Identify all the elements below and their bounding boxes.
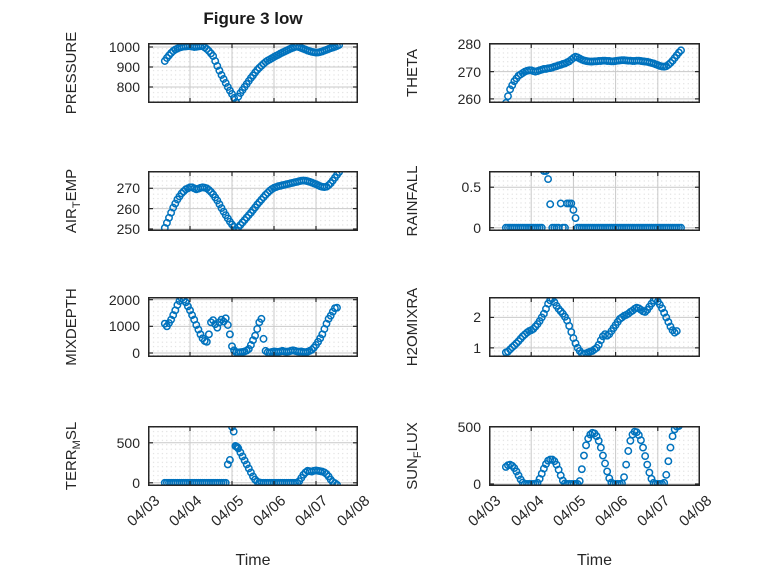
theta-y-tick-label: 270 [457, 63, 481, 80]
h2omixra-y-tick-label: 1 [473, 339, 481, 356]
terrmsl-plot-area [148, 426, 358, 486]
sunflux-y-tick-label: 500 [457, 419, 481, 436]
sunflux-scatter-series [501, 426, 683, 486]
theta-y-tick-label: 280 [457, 36, 481, 53]
x-tick-label: 04/05 [208, 492, 248, 531]
h2omixra-scatter-series [501, 297, 681, 357]
airtemp-plot-area [148, 171, 358, 231]
mixdepth-y-tick-label: 2000 [108, 291, 140, 308]
terrmsl-y-axis-label: TERRMSL [63, 421, 83, 491]
subplot-h2omixra [489, 297, 700, 357]
x-tick-label: 04/06 [592, 492, 632, 531]
subplot-theta [489, 43, 700, 103]
subplot-sun-flux [489, 426, 700, 486]
x-tick-label: 04/03 [465, 492, 505, 531]
theta-y-tick-label: 260 [457, 90, 481, 107]
figure-title: Figure 3 low [203, 9, 303, 28]
airtemp-y-tick-label: 270 [116, 180, 140, 197]
x-tick-label: 04/07 [292, 492, 332, 531]
mixdepth-scatter-series [160, 297, 341, 357]
sunflux-y-axis-label: SUNFLUX [404, 422, 424, 490]
mixdepth-y-tick-label: 0 [132, 345, 140, 361]
mixdepth-y-tick-label: 1000 [108, 318, 140, 335]
mixdepth-plot-area [148, 297, 358, 357]
rainfall-y-tick-label: 0 [473, 219, 481, 236]
x-tick-label: 04/08 [676, 492, 716, 531]
pressure-plot-area [148, 43, 358, 103]
terrmsl-y-tick-label: 500 [116, 434, 140, 451]
theta-scatter-series [501, 46, 685, 103]
pressure-y-tick-label: 800 [116, 79, 140, 95]
x-tick-label: 04/04 [166, 492, 206, 531]
subplot-mixdepth [148, 297, 358, 357]
x-tick-label: 04/04 [507, 492, 547, 531]
rainfall-plot-area [489, 171, 700, 231]
airtemp-y-tick-label: 250 [116, 220, 140, 237]
x-tick-label: 04/05 [549, 492, 590, 531]
rainfall-y-tick-label: 0.5 [461, 179, 481, 196]
subplot-air-temp [148, 171, 358, 231]
airtemp-y-tick-label: 260 [116, 200, 140, 217]
x-tick-label: 04/07 [634, 492, 674, 531]
subplot-pressure [148, 43, 358, 103]
x-axis-label-right: Time [577, 552, 612, 569]
sunflux-plot-area [489, 426, 700, 486]
pressure-y-tick-label: 1000 [108, 39, 140, 55]
x-tick-label: 04/06 [250, 492, 290, 531]
x-tick-label: 04/08 [334, 492, 374, 531]
subplot-rainfall [489, 171, 700, 231]
h2omixra-y-tick-label: 2 [473, 309, 481, 326]
terrmsl-y-tick-label: 0 [132, 474, 140, 491]
subplot-terr-msl [148, 426, 358, 486]
pressure-y-tick-label: 900 [116, 59, 140, 75]
x-axis-label-left: Time [235, 552, 271, 569]
x-tick-label: 04/03 [124, 492, 164, 531]
airtemp-scatter-series [160, 171, 344, 231]
theta-plot-area [489, 43, 700, 103]
sunflux-y-tick-label: 0 [473, 475, 481, 492]
h2omixra-plot-area [489, 297, 700, 357]
